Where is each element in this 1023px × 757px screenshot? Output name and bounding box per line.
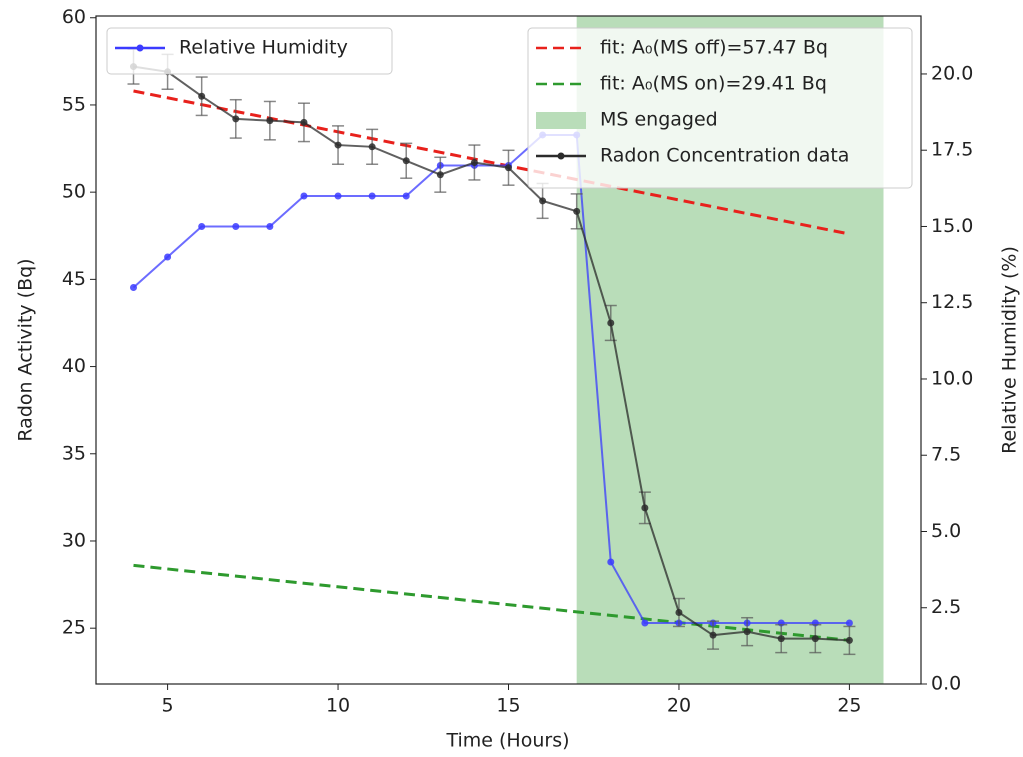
y-tick-label: 40 bbox=[62, 355, 86, 377]
y-tick-label: 50 bbox=[62, 181, 86, 203]
y2-tick-label: 17.5 bbox=[931, 139, 973, 161]
data-point bbox=[368, 192, 376, 200]
y2-tick-label: 0.0 bbox=[931, 673, 961, 695]
series-line bbox=[133, 65, 850, 642]
data-point bbox=[266, 222, 274, 230]
legend-label: MS engaged bbox=[600, 109, 718, 131]
data-point bbox=[709, 631, 717, 639]
y-tick-label: 55 bbox=[62, 93, 86, 115]
data-point bbox=[641, 619, 649, 627]
legend-label: Radon Concentration data bbox=[600, 145, 849, 167]
data-point bbox=[845, 636, 853, 644]
x-tick-label: 10 bbox=[326, 695, 350, 717]
plot-frame bbox=[95, 15, 922, 685]
data-point bbox=[743, 628, 751, 636]
data-point bbox=[198, 222, 206, 230]
data-point bbox=[845, 619, 853, 627]
y2-tick-label: 12.5 bbox=[931, 291, 973, 313]
y2-tick-label: 15.0 bbox=[931, 215, 973, 237]
legend-marker bbox=[557, 152, 565, 160]
legend-box bbox=[527, 27, 913, 189]
legend-label: fit: A₀(MS off)=57.47 Bq bbox=[600, 37, 828, 59]
x-axis-label: Time (Hours) bbox=[445, 730, 569, 752]
legend-label: fit: A₀(MS on)=29.41 Bq bbox=[600, 73, 827, 95]
data-point bbox=[130, 283, 137, 291]
legend-box bbox=[106, 27, 393, 75]
data-point bbox=[368, 143, 376, 151]
data-point bbox=[232, 222, 240, 230]
x-tick-label: 25 bbox=[837, 695, 861, 717]
series-line bbox=[133, 563, 850, 642]
data-point bbox=[505, 164, 512, 172]
x-tick-label: 5 bbox=[162, 695, 174, 717]
y2-tick-label: 5.0 bbox=[931, 520, 961, 542]
y2-axis-label: Relative Humidity (%) bbox=[999, 246, 1021, 454]
data-point bbox=[573, 207, 581, 215]
data-point bbox=[334, 141, 342, 149]
y-tick-label: 45 bbox=[62, 268, 86, 290]
y2-tick-label: 10.0 bbox=[931, 367, 973, 389]
data-point bbox=[470, 159, 478, 167]
data-point bbox=[164, 253, 172, 261]
data-point bbox=[539, 197, 547, 205]
y2-tick-label: 7.5 bbox=[931, 444, 961, 466]
y2-tick-label: 20.0 bbox=[931, 62, 973, 84]
data-point bbox=[675, 608, 683, 616]
series bbox=[133, 563, 850, 642]
data-point bbox=[266, 117, 274, 125]
y-tick-label: 30 bbox=[62, 529, 86, 551]
data-point bbox=[402, 192, 410, 200]
x-tick-label: 20 bbox=[667, 695, 691, 717]
data-point bbox=[641, 504, 649, 512]
data-point bbox=[777, 635, 785, 643]
y-axis-label: Radon Activity (Bq) bbox=[15, 258, 37, 441]
series bbox=[127, 48, 856, 656]
legend-swatch bbox=[536, 112, 586, 129]
data-point bbox=[436, 171, 444, 179]
data-point bbox=[402, 157, 410, 165]
data-point bbox=[198, 92, 206, 100]
data-point bbox=[607, 319, 615, 327]
data-point bbox=[811, 635, 819, 643]
series bbox=[133, 89, 850, 236]
data-point bbox=[334, 192, 342, 200]
legend-label: Relative Humidity bbox=[179, 37, 348, 59]
y-tick-label: 60 bbox=[62, 6, 86, 28]
data-point bbox=[300, 118, 308, 126]
data-point bbox=[607, 558, 615, 566]
x-tick-label: 15 bbox=[496, 695, 520, 717]
legend-marker bbox=[136, 44, 144, 52]
series-line bbox=[133, 89, 850, 236]
y2-tick-label: 2.5 bbox=[931, 596, 961, 618]
data-point bbox=[300, 192, 308, 200]
y-tick-label: 35 bbox=[62, 442, 86, 464]
data-point bbox=[232, 115, 240, 123]
y-tick-label: 25 bbox=[62, 617, 86, 639]
